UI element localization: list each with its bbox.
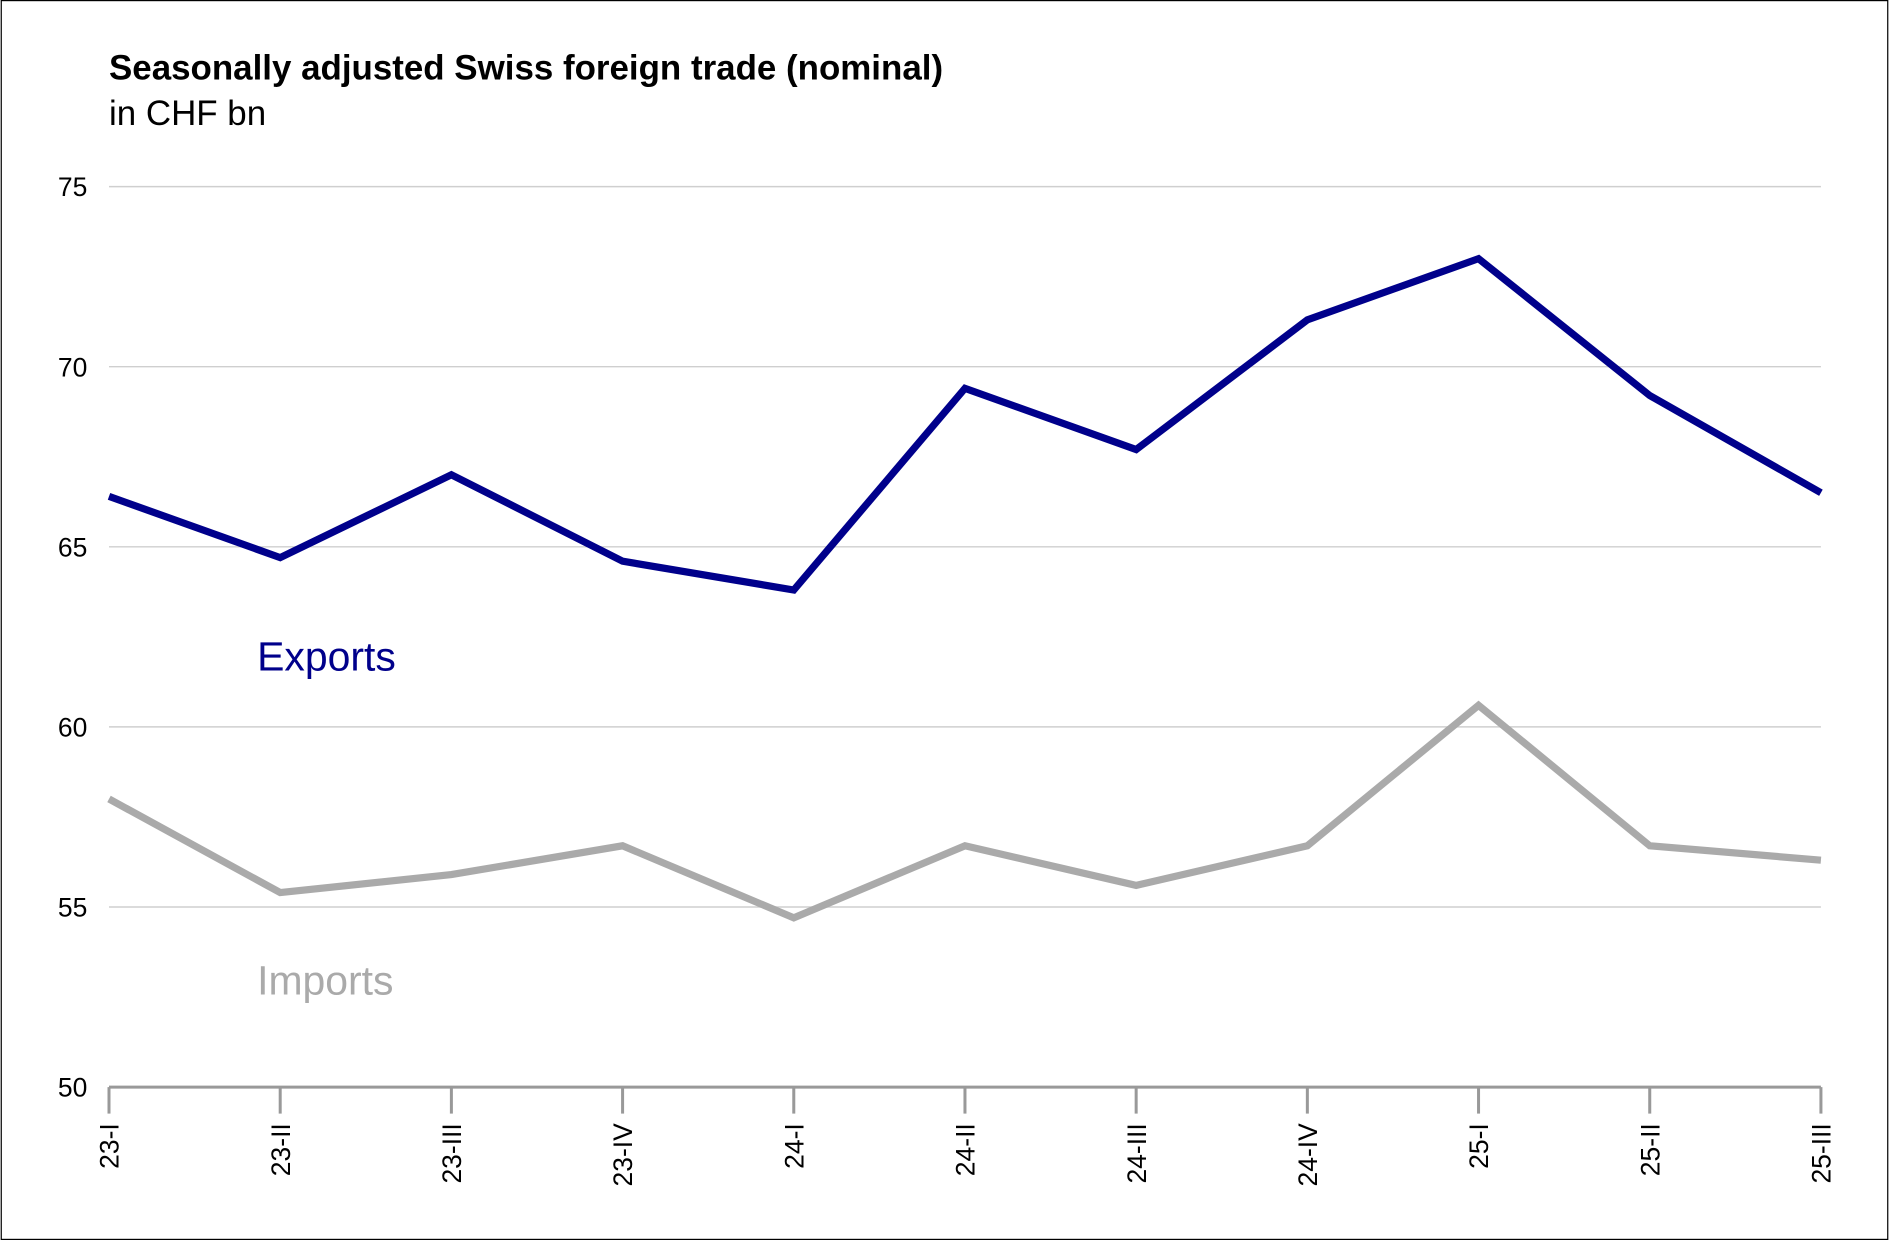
y-tick-label: 60: [58, 713, 87, 743]
x-tick-label: 24-I: [779, 1123, 809, 1169]
x-tick-label: 24-IV: [1293, 1123, 1323, 1187]
y-tick-label: 65: [58, 532, 87, 562]
x-tick-label: 23-I: [95, 1123, 125, 1169]
series-label-exports: Exports: [257, 634, 396, 680]
x-tick-label: 25-III: [1807, 1123, 1837, 1183]
x-tick-label: 25-II: [1635, 1123, 1665, 1176]
x-tick-label: 23-IV: [608, 1123, 638, 1187]
chart-subtitle: in CHF bn: [109, 94, 266, 133]
x-tick-label: 23-II: [266, 1123, 296, 1176]
y-tick-label: 75: [58, 172, 87, 202]
y-tick-label: 50: [58, 1073, 87, 1103]
x-tick-label: 23-III: [437, 1123, 467, 1183]
chart-title: Seasonally adjusted Swiss foreign trade …: [109, 48, 943, 87]
x-tick-label: 25-I: [1464, 1123, 1494, 1169]
y-tick-label: 70: [58, 352, 87, 382]
x-tick-label: 24-II: [951, 1123, 981, 1176]
y-tick-label: 55: [58, 893, 87, 923]
series-label-imports: Imports: [257, 957, 393, 1003]
x-tick-label: 24-III: [1122, 1123, 1152, 1183]
